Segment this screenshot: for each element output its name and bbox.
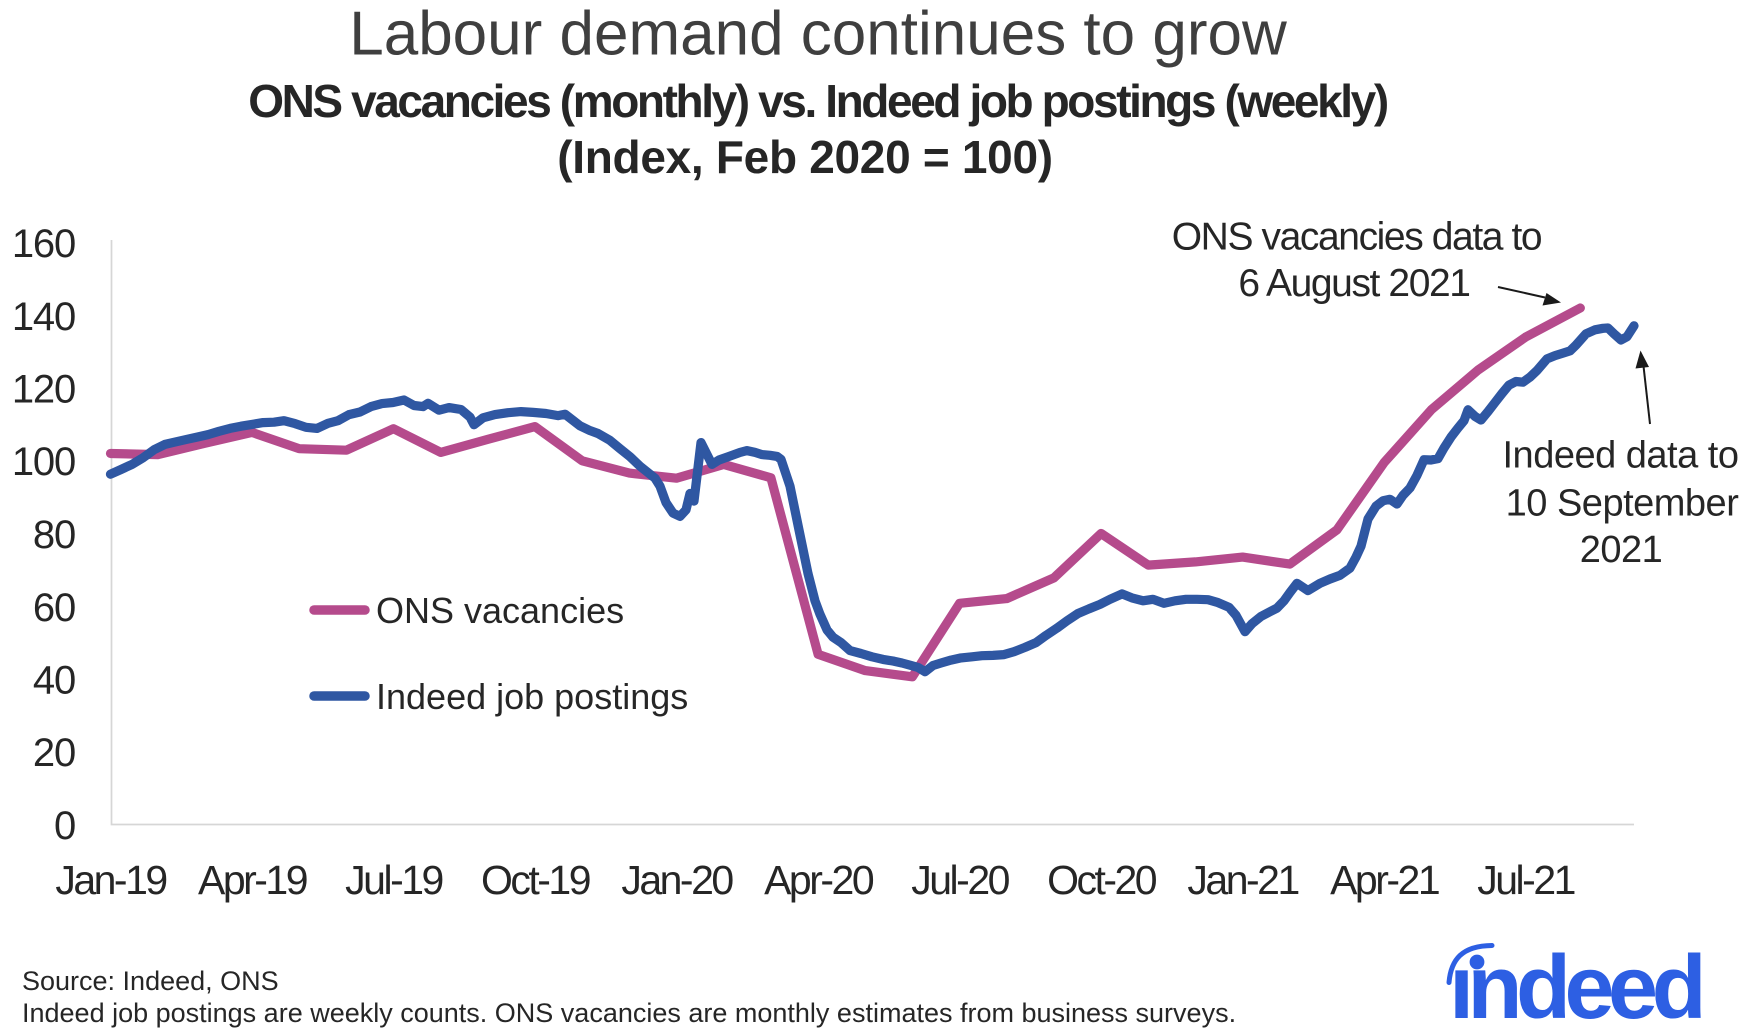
svg-text:160: 160 [12, 222, 75, 266]
svg-text:Apr-20: Apr-20 [764, 857, 874, 903]
svg-text:Jul-19: Jul-19 [345, 857, 442, 903]
svg-text:Jan-21: Jan-21 [1187, 857, 1298, 903]
svg-text:Apr-19: Apr-19 [198, 857, 307, 903]
svg-text:20: 20 [33, 731, 75, 775]
svg-text:Apr-21: Apr-21 [1330, 857, 1439, 903]
svg-text:ONS vacancies (monthly) vs. In: ONS vacancies (monthly) vs. Indeed job p… [248, 75, 1388, 127]
svg-text:ındeed: ındeed [1449, 938, 1702, 1036]
svg-text:80: 80 [33, 513, 75, 557]
svg-text:Jul-20: Jul-20 [911, 857, 1009, 903]
svg-text:120: 120 [12, 368, 75, 412]
svg-text:2021: 2021 [1580, 529, 1663, 571]
svg-text:Oct-20: Oct-20 [1047, 857, 1157, 903]
svg-text:Indeed job postings: Indeed job postings [376, 676, 688, 717]
svg-text:(Index, Feb 2020 = 100): (Index, Feb 2020 = 100) [557, 131, 1053, 183]
svg-text:40: 40 [33, 659, 75, 703]
svg-text:10 September: 10 September [1506, 483, 1740, 525]
svg-text:Jan-20: Jan-20 [621, 857, 733, 903]
svg-text:60: 60 [33, 586, 75, 630]
svg-text:140: 140 [12, 295, 75, 339]
svg-text:Oct-19: Oct-19 [481, 857, 590, 903]
svg-text:ONS vacancies: ONS vacancies [376, 590, 624, 631]
svg-text:Indeed data to: Indeed data to [1503, 435, 1739, 477]
svg-text:Source: Indeed, ONS: Source: Indeed, ONS [22, 966, 279, 996]
svg-text:0: 0 [54, 804, 75, 848]
svg-text:Labour demand continues to gro: Labour demand continues to grow [349, 0, 1287, 69]
svg-text:6 August 2021: 6 August 2021 [1238, 262, 1469, 305]
svg-text:100: 100 [12, 440, 75, 484]
svg-text:Jul-21: Jul-21 [1477, 857, 1574, 903]
svg-text:Jan-19: Jan-19 [55, 857, 166, 903]
svg-text:ONS vacancies data to: ONS vacancies data to [1172, 216, 1542, 259]
svg-text:Indeed job postings are weekly: Indeed job postings are weekly counts. O… [22, 998, 1236, 1028]
